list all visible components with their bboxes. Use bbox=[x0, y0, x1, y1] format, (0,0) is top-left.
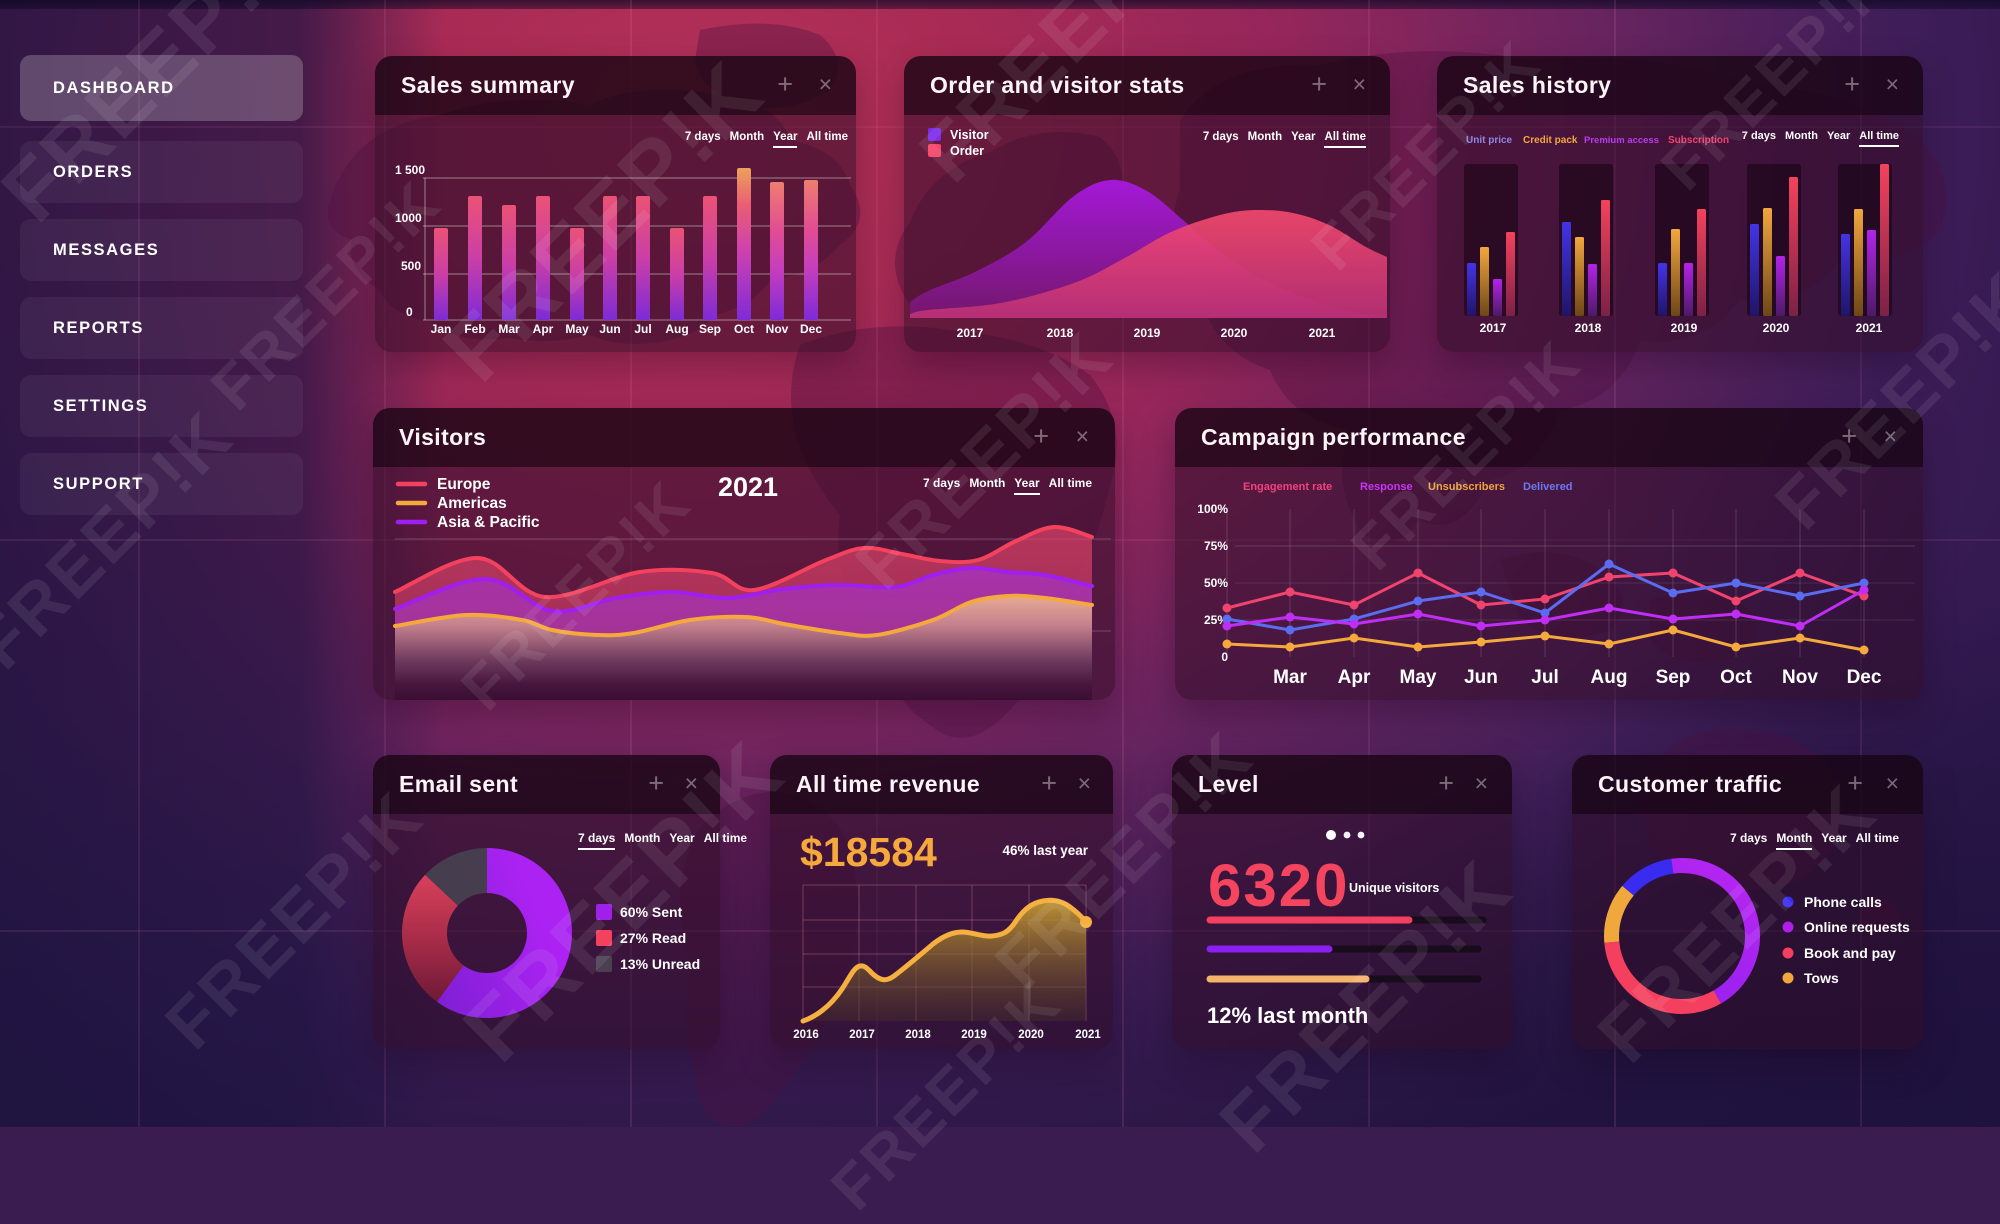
svg-text:Unit price: Unit price bbox=[1466, 135, 1513, 146]
svg-text:Engagement rate: Engagement rate bbox=[1243, 481, 1332, 493]
svg-text:Apr: Apr bbox=[533, 322, 554, 336]
svg-text:60% Sent: 60% Sent bbox=[620, 904, 683, 920]
svg-text:0: 0 bbox=[406, 305, 413, 319]
svg-text:Oct: Oct bbox=[734, 322, 754, 336]
svg-text:2019: 2019 bbox=[1134, 326, 1161, 340]
svg-text:May: May bbox=[565, 322, 589, 336]
svg-text:Mar: Mar bbox=[498, 322, 520, 336]
svg-text:Subscription: Subscription bbox=[1668, 135, 1729, 146]
svg-text:Credit pack: Credit pack bbox=[1523, 135, 1578, 146]
svg-text:0: 0 bbox=[1221, 650, 1228, 664]
svg-text:2016: 2016 bbox=[793, 1029, 819, 1041]
svg-text:Aug: Aug bbox=[1591, 667, 1628, 688]
svg-text:1 500: 1 500 bbox=[395, 163, 425, 177]
svg-text:2021: 2021 bbox=[1075, 1029, 1101, 1041]
svg-text:Jan: Jan bbox=[431, 322, 452, 336]
svg-text:100%: 100% bbox=[1197, 502, 1228, 516]
svg-text:Jun: Jun bbox=[599, 322, 620, 336]
svg-text:Delivered: Delivered bbox=[1523, 481, 1573, 493]
svg-text:Jun: Jun bbox=[1464, 667, 1498, 688]
svg-text:Response: Response bbox=[1360, 481, 1413, 493]
svg-text:Order: Order bbox=[950, 144, 984, 158]
svg-text:75%: 75% bbox=[1204, 539, 1228, 553]
svg-text:2017: 2017 bbox=[957, 326, 984, 340]
svg-text:Americas: Americas bbox=[437, 495, 507, 512]
svg-text:Nov: Nov bbox=[766, 322, 789, 336]
svg-text:Sep: Sep bbox=[699, 322, 721, 336]
svg-text:Europe: Europe bbox=[437, 476, 491, 493]
svg-text:2018: 2018 bbox=[1575, 321, 1602, 335]
svg-text:Premium access: Premium access bbox=[1584, 135, 1659, 146]
svg-text:50%: 50% bbox=[1204, 576, 1228, 590]
svg-text:1000: 1000 bbox=[395, 211, 422, 225]
svg-text:2019: 2019 bbox=[1671, 321, 1698, 335]
svg-text:Visitor: Visitor bbox=[950, 128, 989, 142]
svg-text:13% Unread: 13% Unread bbox=[620, 956, 700, 972]
svg-text:2017: 2017 bbox=[849, 1029, 875, 1041]
svg-text:Unsubscribers: Unsubscribers bbox=[1428, 481, 1505, 493]
svg-text:Nov: Nov bbox=[1782, 667, 1818, 688]
svg-text:2020: 2020 bbox=[1018, 1029, 1044, 1041]
svg-text:Aug: Aug bbox=[665, 322, 688, 336]
svg-text:Jul: Jul bbox=[1531, 667, 1558, 688]
svg-text:Feb: Feb bbox=[464, 322, 485, 336]
svg-text:Apr: Apr bbox=[1338, 667, 1371, 688]
svg-text:Asia & Pacific: Asia & Pacific bbox=[437, 514, 540, 531]
svg-text:2021: 2021 bbox=[1856, 321, 1883, 335]
svg-text:Dec: Dec bbox=[800, 322, 822, 336]
svg-text:2018: 2018 bbox=[1047, 326, 1074, 340]
svg-text:2020: 2020 bbox=[1221, 326, 1248, 340]
svg-text:2017: 2017 bbox=[1480, 321, 1507, 335]
svg-text:2018: 2018 bbox=[905, 1029, 931, 1041]
svg-text:Online requests: Online requests bbox=[1804, 919, 1910, 935]
svg-text:2019: 2019 bbox=[961, 1029, 987, 1041]
svg-text:Oct: Oct bbox=[1720, 667, 1752, 688]
svg-text:Book and pay: Book and pay bbox=[1804, 945, 1896, 961]
svg-text:Phone calls: Phone calls bbox=[1804, 894, 1882, 910]
svg-text:27% Read: 27% Read bbox=[620, 930, 686, 946]
svg-text:500: 500 bbox=[401, 259, 421, 273]
svg-text:2020: 2020 bbox=[1763, 321, 1790, 335]
svg-text:Dec: Dec bbox=[1847, 667, 1882, 688]
svg-text:Jul: Jul bbox=[634, 322, 651, 336]
svg-text:2021: 2021 bbox=[1309, 326, 1336, 340]
svg-text:Tows: Tows bbox=[1804, 970, 1839, 986]
svg-text:25%: 25% bbox=[1204, 613, 1228, 627]
svg-text:May: May bbox=[1400, 667, 1437, 688]
svg-text:Sep: Sep bbox=[1656, 667, 1691, 688]
svg-text:Mar: Mar bbox=[1273, 667, 1307, 688]
